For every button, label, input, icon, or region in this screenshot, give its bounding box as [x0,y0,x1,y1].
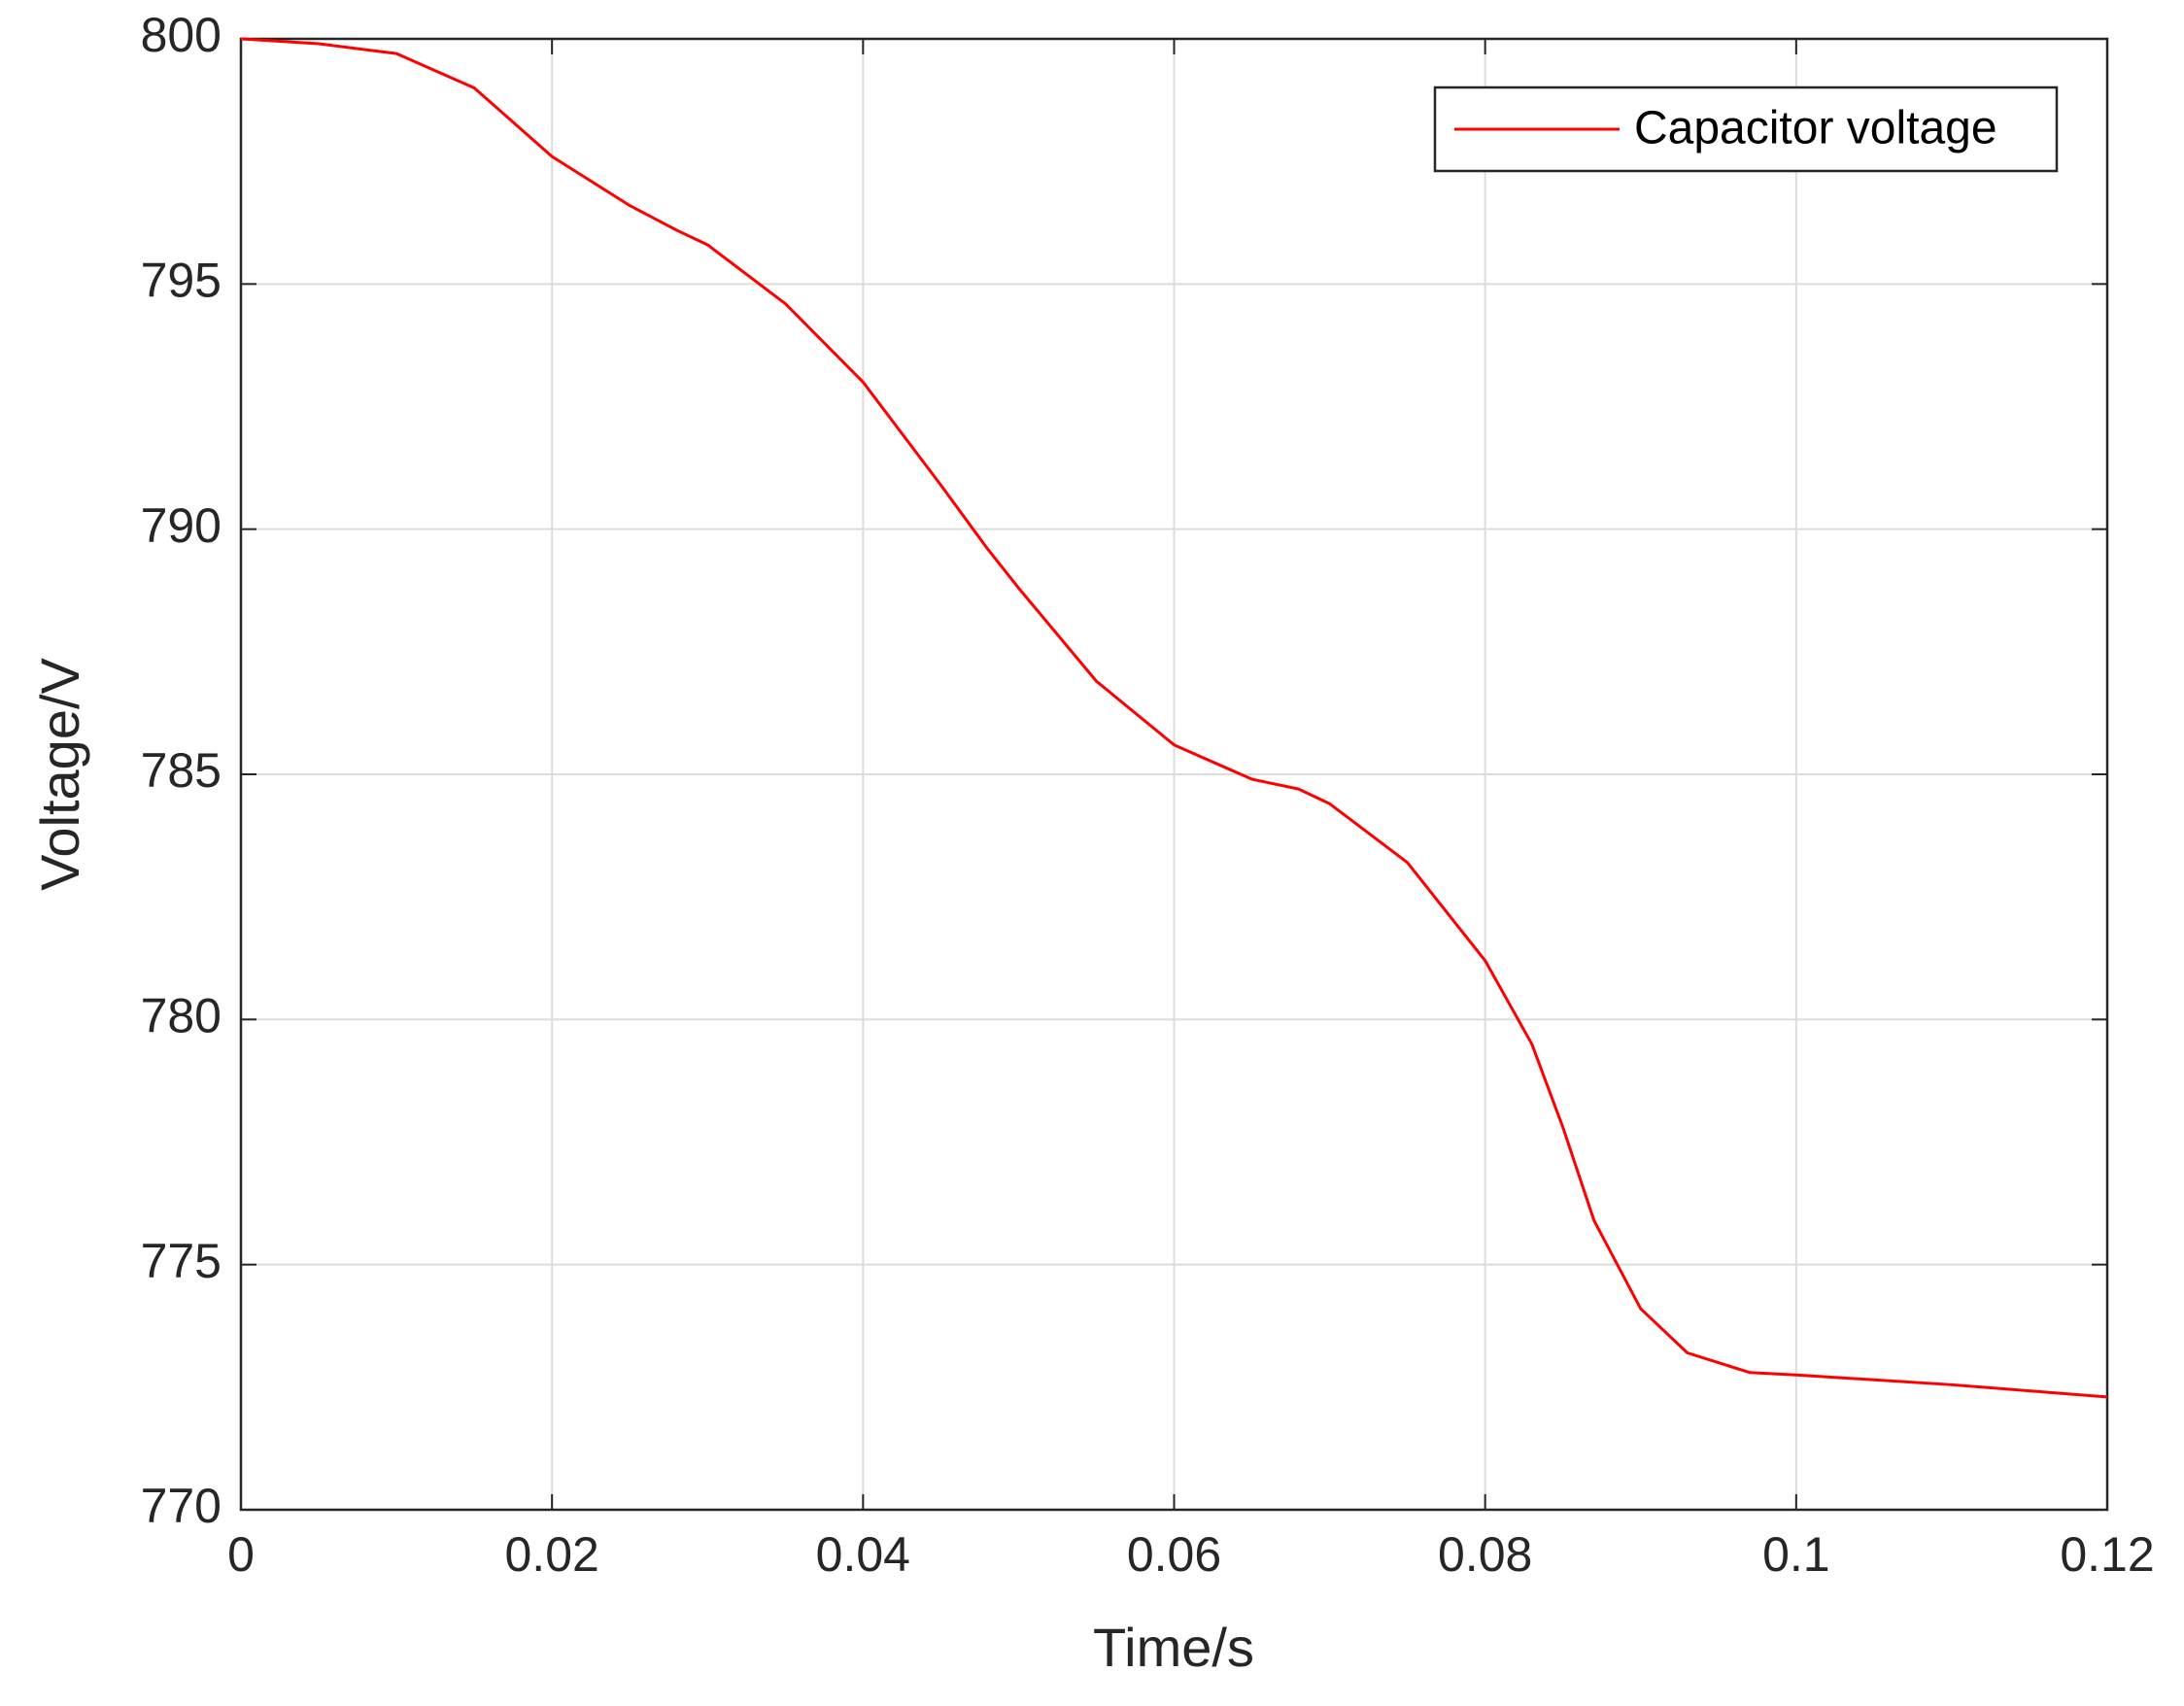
x-tick-label: 0.04 [816,1527,910,1582]
y-tick-label: 775 [141,1234,222,1288]
x-tick-label: 0 [227,1527,255,1582]
x-tick-label: 0.08 [1438,1527,1532,1582]
y-tick-label: 780 [141,989,222,1043]
y-tick-label: 785 [141,743,222,798]
y-axis-label: Voltage/V [29,657,90,890]
plot-frame [239,37,2109,1512]
legend-label: Capacitor voltage [1634,103,1997,154]
x-tick-label: 0.02 [505,1527,599,1582]
data-line [240,37,2108,1399]
x-tick-label: 0.06 [1127,1527,1221,1582]
y-tick-label: 790 [141,498,222,553]
x-tick-label: 0.12 [2060,1527,2154,1582]
x-tick-label: 0.1 [1762,1527,1830,1582]
y-tick-label: 770 [141,1479,222,1533]
x-axis-label: Time/s [1093,1617,1254,1678]
y-tick-label: 795 [141,254,222,308]
y-tick-label: 800 [141,8,222,62]
